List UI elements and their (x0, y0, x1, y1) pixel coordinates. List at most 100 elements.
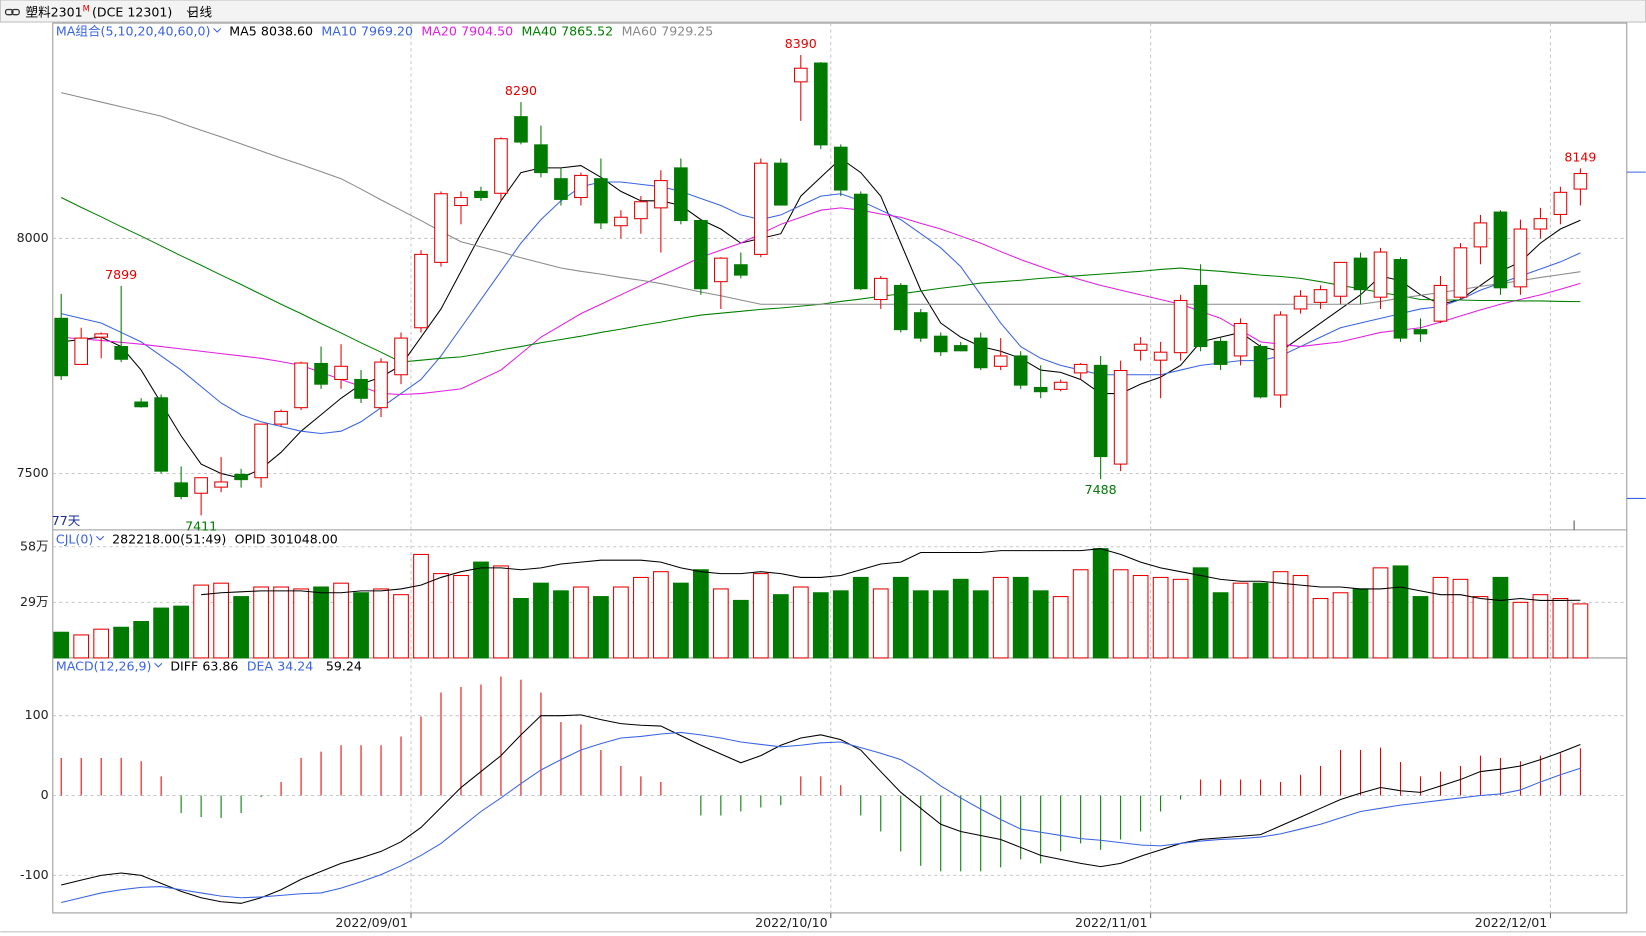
volume-bar (732, 599, 749, 659)
x-tick-label: 2022/10/10 (755, 915, 827, 930)
volume-bar (113, 626, 130, 659)
y-tick-label: 0 (41, 787, 49, 802)
volume-bar (593, 596, 609, 659)
candle-body (374, 361, 388, 409)
high-label: 8149 (1564, 149, 1596, 164)
legend-name: MA60 (622, 23, 657, 38)
legend-name: DEA (247, 658, 274, 673)
candle-body (913, 312, 928, 339)
candle-body (614, 216, 628, 227)
candle-body (1453, 247, 1468, 298)
link-icon (4, 8, 20, 16)
candle-body (334, 365, 348, 380)
symbol[interactable]: 塑料2301 (26, 4, 83, 19)
volume-bar (1052, 596, 1069, 659)
legend-name: OPID (235, 531, 266, 546)
candle-body (394, 337, 408, 376)
volume-bar (1552, 597, 1569, 659)
legend-value: 8038.60 (261, 23, 313, 38)
x-tick-label: 2022/09/01 (335, 915, 408, 930)
volume-bar (1172, 578, 1189, 659)
symbol-sup: M (83, 3, 90, 13)
candle-body (474, 190, 488, 199)
legend: CJL(0) 282218.00(51:49) OPID 301048.00 (56, 531, 338, 546)
legend: MACD(12,26,9) DIFF 63.86 DEA 34.24 59.24 (56, 658, 362, 673)
volume-bar (912, 590, 929, 659)
low-label: 7411 (185, 518, 217, 533)
candle-body (1433, 284, 1448, 322)
volume-bar (513, 597, 529, 659)
legend-name: MA20 (421, 23, 456, 38)
volume-bar (1012, 576, 1029, 659)
volume-bar (1512, 601, 1529, 659)
volume-bar (173, 605, 189, 659)
volume-bar (393, 594, 409, 659)
volume-bar (1232, 582, 1249, 659)
volume-bar (633, 576, 649, 659)
volume-bar (1452, 578, 1469, 659)
volume-bar (1472, 596, 1489, 659)
candle-body (254, 423, 268, 479)
volume-bar (533, 582, 549, 659)
candle-body (1553, 191, 1568, 215)
legend-value: 7904.50 (461, 23, 513, 38)
volume-bar (313, 586, 329, 659)
opid-line (201, 548, 1581, 601)
candle-body (554, 178, 568, 200)
volume-title[interactable]: CJL(0) (56, 531, 93, 546)
volume-bar (573, 586, 589, 659)
candle-body (1493, 211, 1508, 289)
volume-bar (493, 565, 509, 659)
candle-body (134, 401, 148, 408)
volume-bar (892, 576, 909, 659)
x-tick-label: 2022/12/01 (1475, 915, 1548, 930)
candle-body (1073, 363, 1088, 374)
volume-bar (1292, 574, 1309, 659)
ma-title[interactable]: MA组合(5,10,20,40,60,0) (56, 23, 210, 38)
period-dropdown[interactable] (186, 10, 196, 16)
candle-body (773, 162, 788, 206)
legend-dropdown[interactable] (96, 535, 105, 541)
header-bar (0, 0, 1646, 23)
legend-value: 7969.20 (361, 23, 413, 38)
candle-body (1233, 322, 1248, 357)
legend-name: MA10 (321, 23, 356, 38)
volume-bar (433, 573, 449, 659)
period[interactable]: 日线 (187, 4, 213, 19)
volume-bar (792, 586, 809, 659)
candle-body (514, 116, 528, 143)
candle-body (114, 346, 128, 360)
volume-bar (53, 631, 70, 659)
candle-body (1413, 329, 1428, 335)
volume-bar (972, 590, 989, 659)
candle-body (1313, 289, 1328, 303)
legend-dropdown[interactable] (154, 662, 163, 668)
volume-bar (752, 573, 769, 659)
legend-value: 7929.25 (661, 23, 713, 38)
header: 塑料2301M (DCE 12301) 日线 (26, 3, 213, 19)
volume-bar (952, 578, 969, 659)
macd-line (61, 731, 1581, 904)
volume-bar (73, 634, 90, 659)
volume-bar (273, 586, 289, 659)
candle-body (734, 264, 748, 276)
macd-title[interactable]: MACD(12,26,9) (56, 658, 152, 673)
legend-dropdown[interactable] (213, 28, 222, 33)
plot-frame (52, 22, 1628, 914)
legend-name: MA40 (522, 23, 557, 38)
legend-value: 34.24 (277, 658, 313, 673)
candle-body (154, 397, 168, 472)
volume-bar (932, 590, 949, 659)
volume-bar (1412, 596, 1429, 659)
candle-body (993, 355, 1008, 367)
candle-body (1353, 257, 1368, 291)
candle-body (94, 333, 108, 338)
volume-bar (373, 588, 389, 659)
low-label: 7488 (1085, 482, 1117, 497)
volume-bar (333, 582, 349, 659)
candle-body (234, 473, 248, 481)
candle-body (54, 317, 69, 377)
volume-bar (1392, 565, 1409, 659)
legend-name: DIFF (170, 658, 198, 673)
ma-line (61, 157, 1581, 479)
